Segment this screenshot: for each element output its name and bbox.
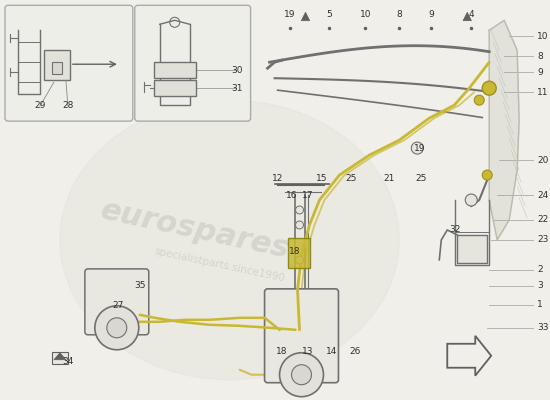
Text: 9: 9 — [428, 10, 434, 19]
Circle shape — [482, 81, 496, 95]
Text: 21: 21 — [384, 174, 395, 182]
Text: eurospares: eurospares — [97, 196, 292, 264]
Bar — [154, 80, 196, 96]
Bar — [52, 352, 68, 364]
Text: 26: 26 — [350, 347, 361, 356]
Circle shape — [279, 353, 323, 397]
Text: 11: 11 — [537, 88, 549, 97]
Text: 13: 13 — [302, 347, 314, 356]
Text: 31: 31 — [231, 84, 243, 93]
Circle shape — [295, 256, 304, 264]
Polygon shape — [54, 353, 66, 360]
Text: 20: 20 — [537, 156, 548, 164]
Ellipse shape — [60, 100, 399, 380]
Text: 4: 4 — [469, 10, 474, 19]
Text: 14: 14 — [326, 347, 337, 356]
Text: 24: 24 — [537, 190, 548, 200]
Text: 25: 25 — [346, 174, 357, 182]
Circle shape — [411, 142, 424, 154]
Text: 16: 16 — [286, 190, 298, 200]
Text: specialistparts.since1990: specialistparts.since1990 — [153, 246, 286, 284]
Text: 25: 25 — [416, 174, 427, 182]
Text: 29: 29 — [34, 101, 46, 110]
Text: 35: 35 — [134, 281, 146, 290]
Circle shape — [482, 170, 492, 180]
Text: 18: 18 — [289, 248, 300, 256]
Polygon shape — [463, 12, 471, 21]
Polygon shape — [489, 20, 519, 240]
Bar — [44, 50, 70, 80]
Text: 22: 22 — [537, 216, 548, 224]
Text: 23: 23 — [537, 236, 548, 244]
Bar — [52, 62, 62, 74]
Text: 18: 18 — [276, 347, 287, 356]
Text: 33: 33 — [537, 323, 549, 332]
Text: 9: 9 — [537, 68, 543, 77]
Text: 19: 19 — [284, 10, 295, 19]
Bar — [457, 235, 487, 263]
Text: 10: 10 — [537, 32, 549, 41]
Text: 32: 32 — [449, 226, 461, 234]
FancyBboxPatch shape — [5, 5, 133, 121]
FancyBboxPatch shape — [135, 5, 251, 121]
Text: 30: 30 — [231, 66, 243, 75]
Circle shape — [292, 365, 311, 385]
Circle shape — [465, 194, 477, 206]
Text: 19: 19 — [414, 144, 425, 152]
Circle shape — [295, 221, 304, 229]
Text: 12: 12 — [272, 174, 283, 182]
Text: 5: 5 — [327, 10, 332, 19]
Bar — [288, 238, 310, 268]
Circle shape — [107, 318, 127, 338]
Polygon shape — [301, 12, 310, 21]
Circle shape — [474, 95, 484, 105]
Text: 1: 1 — [537, 300, 543, 309]
Text: 2: 2 — [537, 265, 543, 274]
Text: 34: 34 — [62, 357, 74, 366]
Text: 8: 8 — [397, 10, 402, 19]
Bar — [154, 62, 196, 78]
Text: 10: 10 — [360, 10, 371, 19]
Text: 27: 27 — [112, 301, 124, 310]
Text: 8: 8 — [537, 52, 543, 61]
FancyBboxPatch shape — [85, 269, 148, 335]
Circle shape — [295, 206, 304, 214]
Circle shape — [95, 306, 139, 350]
Text: 17: 17 — [302, 190, 314, 200]
Text: 15: 15 — [316, 174, 327, 182]
Text: 3: 3 — [537, 281, 543, 290]
FancyBboxPatch shape — [265, 289, 338, 383]
Text: 28: 28 — [62, 101, 74, 110]
